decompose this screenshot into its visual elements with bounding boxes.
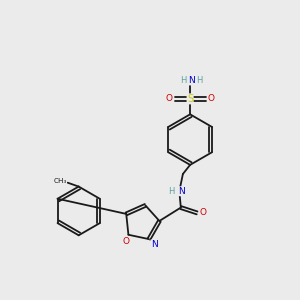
Text: O: O [207, 94, 214, 103]
Text: CH₃: CH₃ [53, 178, 67, 184]
Text: O: O [199, 208, 206, 217]
Text: O: O [122, 237, 130, 246]
Text: H: H [196, 76, 203, 85]
Text: S: S [187, 94, 193, 104]
Text: H: H [168, 187, 174, 196]
Text: N: N [188, 76, 195, 85]
Text: H: H [180, 76, 187, 85]
Text: N: N [151, 240, 158, 249]
Text: N: N [178, 187, 185, 196]
Text: O: O [166, 94, 173, 103]
